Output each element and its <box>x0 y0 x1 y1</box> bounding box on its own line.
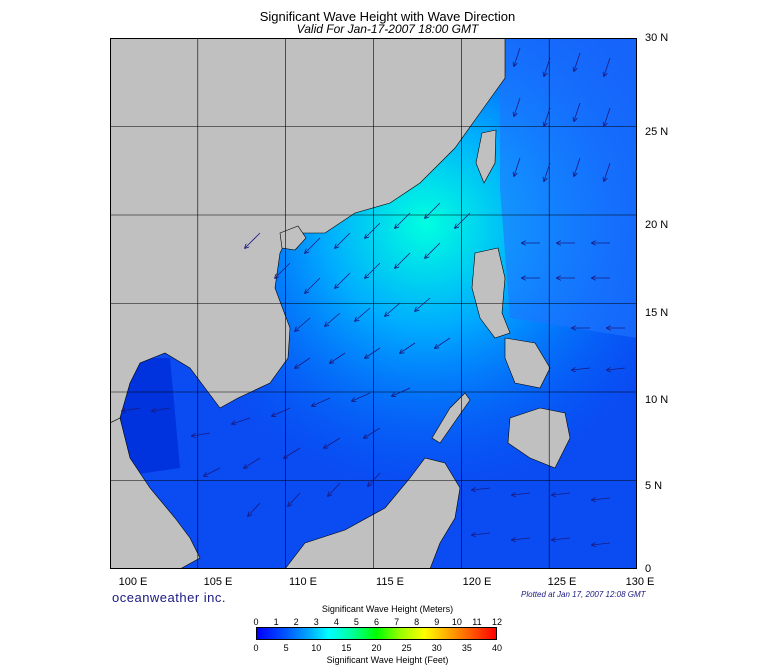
lat-label-15n: 15 N <box>645 307 669 319</box>
lon-label-125e: 125 E <box>547 576 577 588</box>
pacific-swell-zone <box>500 38 637 338</box>
colorbar-feet-tick: 35 <box>461 643 472 653</box>
lon-label-120e: 120 E <box>462 576 492 588</box>
lat-label-30n: 30 N <box>645 32 669 44</box>
colorbar-meters-tick: 9 <box>434 617 440 627</box>
colorbar-feet-tick: 25 <box>401 643 412 653</box>
colorbar-meters-tick: 11 <box>472 617 482 627</box>
map-subtitle: Valid For Jan-17-2007 18:00 GMT <box>296 22 479 36</box>
taiwan-island <box>475 129 497 184</box>
mainland-asia-land <box>110 38 506 424</box>
lon-label-100e: 100 E <box>118 576 148 588</box>
colorbar-meters-tick: 7 <box>394 617 400 627</box>
hainan-island <box>279 225 307 251</box>
malay-peninsula-land <box>110 417 201 569</box>
colorbar-meters-tick: 10 <box>451 617 462 627</box>
plotted-timestamp: Plotted at Jan 17, 2007 12:08 GMT <box>521 590 646 599</box>
colorbar-meters-tick: 3 <box>313 617 319 627</box>
colorbar-feet-tick: 30 <box>431 643 442 653</box>
lat-label-25n: 25 N <box>645 126 669 138</box>
lon-label-130e: 130 E <box>625 576 655 588</box>
colorbar-feet-tick: 15 <box>341 643 352 653</box>
colorbar-title-meters: Significant Wave Height (Meters) <box>321 604 454 614</box>
wave-direction-arrows <box>122 47 626 545</box>
colorbar <box>256 627 497 640</box>
colorbar-meters-tick: 12 <box>491 617 502 627</box>
colorbar-meters-tick: 8 <box>414 617 420 627</box>
map-title: Significant Wave Height with Wave Direct… <box>259 9 516 24</box>
lat-label-10n: 10 N <box>645 394 669 406</box>
colorbar-meters-tick: 2 <box>293 617 299 627</box>
lon-label-115e: 115 E <box>376 576 404 588</box>
colorbar-meters-tick: 5 <box>353 617 359 627</box>
lon-label-105e: 105 E <box>203 576 233 588</box>
lon-label-110e: 110 E <box>289 576 317 588</box>
visayas-islands <box>504 337 551 389</box>
colorbar-meters-tick: 1 <box>273 617 279 627</box>
palawan-island <box>431 392 471 444</box>
mindanao-island <box>507 407 571 469</box>
map-frame <box>110 38 637 569</box>
lat-label-0: 0 <box>645 563 652 575</box>
colorbar-feet-tick: 0 <box>253 643 259 653</box>
colorbar-meters-tick: 0 <box>253 617 259 627</box>
colorbar-feet-tick: 5 <box>283 643 289 653</box>
colorbar-feet-tick: 10 <box>311 643 322 653</box>
lat-label-5n: 5 N <box>645 480 663 492</box>
wave-map <box>110 38 637 569</box>
colorbar-title-feet: Significant Wave Height (Feet) <box>326 655 449 665</box>
colorbar-feet-tick: 40 <box>491 643 502 653</box>
colorbar-meters-tick: 6 <box>373 617 379 627</box>
colorbar-meters-tick: 4 <box>333 617 339 627</box>
oceanweather-brand: oceanweather inc. <box>112 590 227 605</box>
lat-label-20n: 20 N <box>645 219 669 231</box>
borneo-land <box>284 457 461 569</box>
luzon-island <box>471 247 511 339</box>
colorbar-feet-tick: 20 <box>371 643 382 653</box>
